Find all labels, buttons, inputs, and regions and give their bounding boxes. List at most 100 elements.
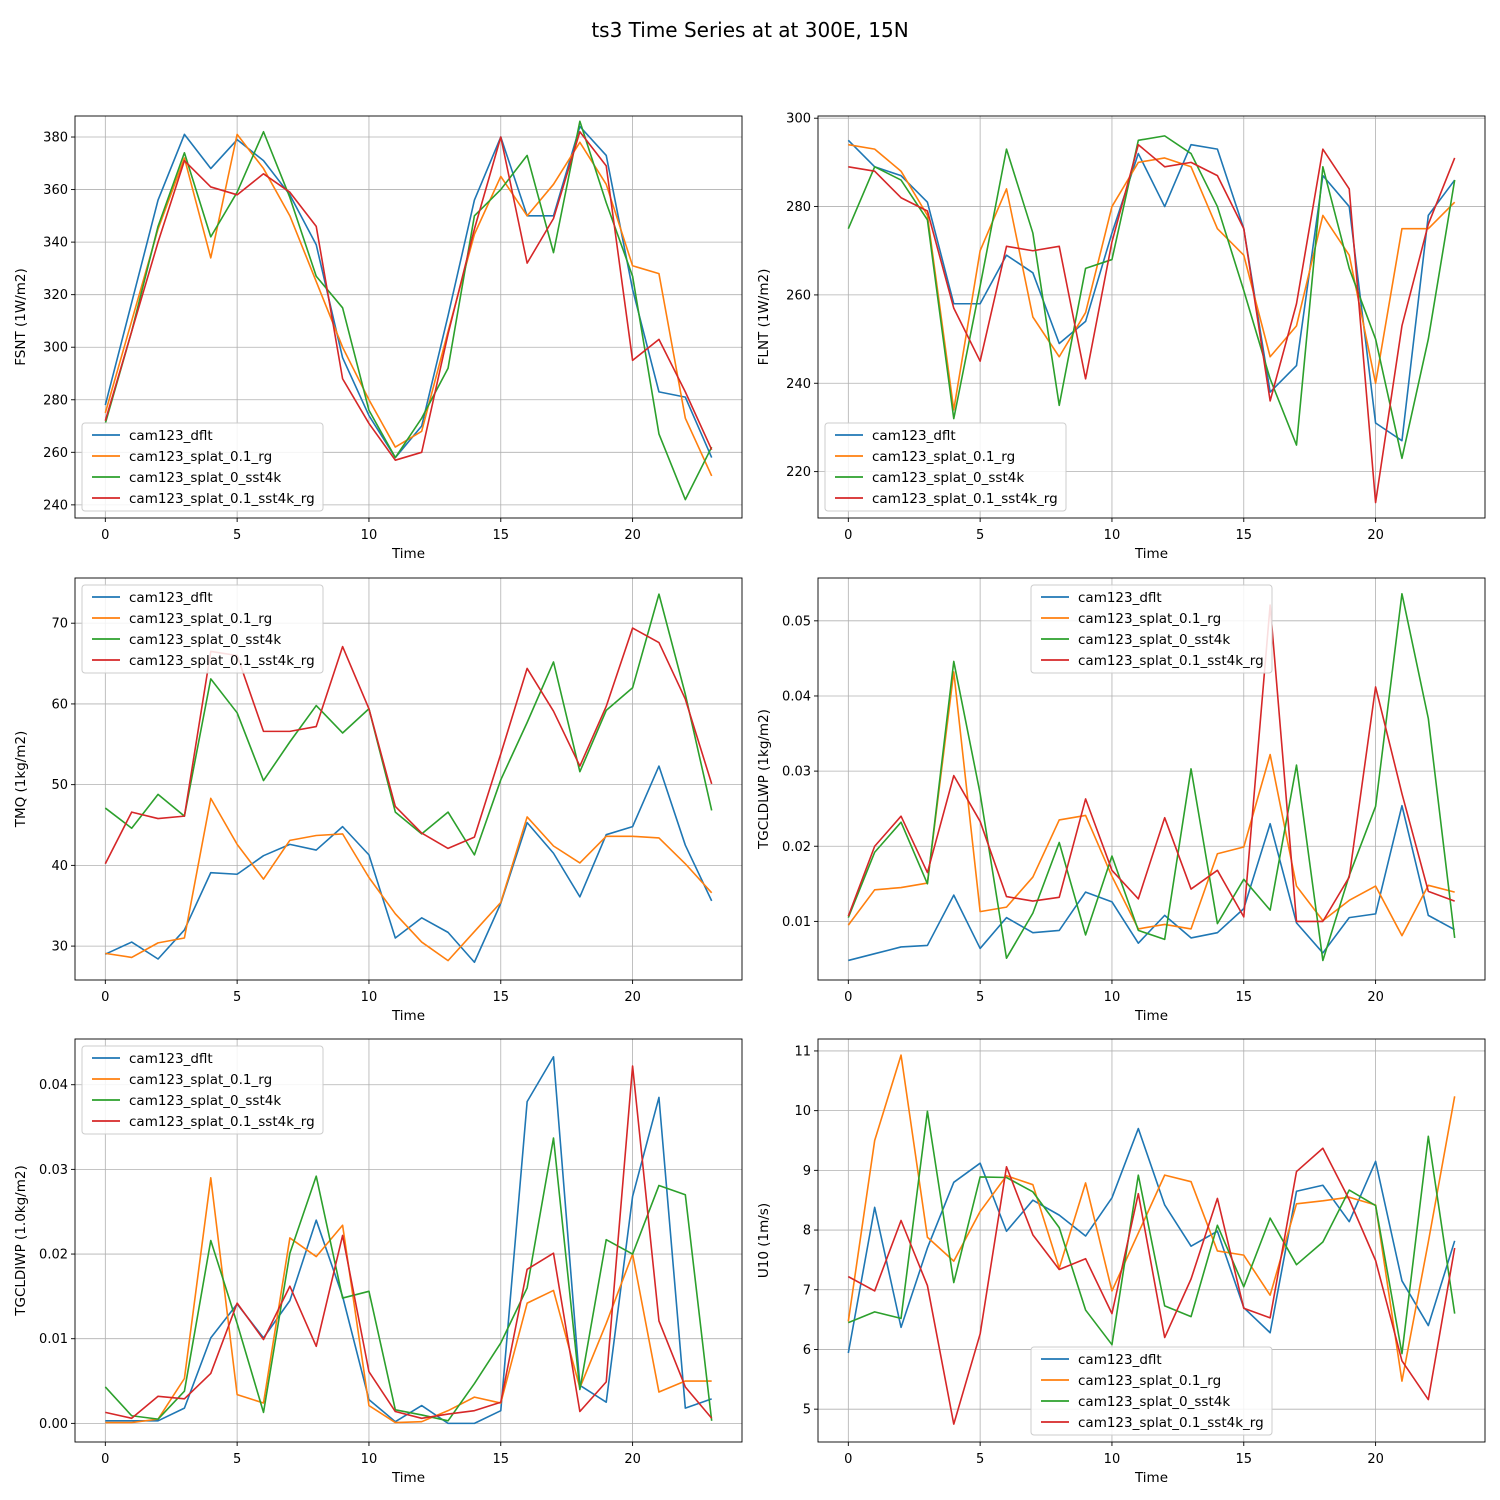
y-tick-label: 40 xyxy=(51,859,68,874)
series-line-cam123_dflt xyxy=(105,1055,712,1425)
x-tick-label: 5 xyxy=(233,528,241,543)
x-tick-label: 15 xyxy=(1235,990,1252,1005)
x-tick-label: 20 xyxy=(1367,528,1384,543)
y-tick-label: 0.03 xyxy=(782,765,811,780)
x-tick-label: 15 xyxy=(492,528,509,543)
axes-frame xyxy=(74,1038,743,1443)
y-tick-label: 0.00 xyxy=(39,1417,68,1432)
x-tick-label: 10 xyxy=(361,1452,378,1467)
x-tick-label: 5 xyxy=(233,990,241,1005)
y-tick-label: 30 xyxy=(51,940,68,955)
x-tick-label: 0 xyxy=(844,990,852,1005)
y-axis-label: TGCLDIWP (1.0kg/m2) xyxy=(13,1165,29,1317)
legend-entry: cam123_dflt xyxy=(129,428,213,444)
x-tick-label: 20 xyxy=(624,528,641,543)
legend-entry: cam123_dflt xyxy=(1078,1352,1162,1368)
y-tick-label: 300 xyxy=(786,112,811,127)
y-tick-label: 0.01 xyxy=(782,915,811,930)
x-tick-label: 10 xyxy=(361,528,378,543)
y-tick-label: 0.04 xyxy=(39,1078,68,1093)
legend: cam123_dflt cam123_splat_0.1_rg cam123_spl… xyxy=(81,1045,324,1135)
y-axis-label: TMQ (1kg/m2) xyxy=(13,731,29,829)
y-tick-label: 7 xyxy=(803,1283,811,1298)
legend-entry: cam123_splat_0.1_sst4k_rg xyxy=(129,491,315,507)
y-tick-label: 380 xyxy=(43,131,68,146)
x-tick-label: 15 xyxy=(492,1452,509,1467)
y-tick-label: 300 xyxy=(43,341,68,356)
x-tick-label: 10 xyxy=(1104,1452,1121,1467)
y-tick-label: 5 xyxy=(803,1403,811,1418)
legend: cam123_dflt cam123_splat_0.1_rg cam123_spl… xyxy=(824,422,1067,512)
y-axis-label: U10 (1m/s) xyxy=(756,1203,772,1278)
legend-entry: cam123_dflt xyxy=(129,590,213,606)
legend-entry: cam123_splat_0_sst4k xyxy=(129,470,281,486)
legend-entry: cam123_splat_0_sst4k xyxy=(129,1093,281,1109)
y-axis-label: FSNT (1W/m2) xyxy=(13,268,29,366)
x-tick-label: 20 xyxy=(1367,1452,1384,1467)
y-tick-label: 0.04 xyxy=(782,689,811,704)
x-tick-label: 0 xyxy=(844,1452,852,1467)
y-tick-label: 280 xyxy=(43,393,68,408)
series-line-cam123_splat_0.1_sst4k_rg xyxy=(847,1147,1456,1425)
series-line-cam123_splat_0.1_sst4k_rg xyxy=(847,604,1455,923)
legend-entry: cam123_splat_0.1_rg xyxy=(872,449,1015,465)
x-tick-label: 5 xyxy=(976,990,984,1005)
axes-frame xyxy=(817,1038,1486,1443)
x-tick-label: 20 xyxy=(624,1452,641,1467)
legend-box xyxy=(1030,1346,1273,1436)
legend-entry: cam123_splat_0.1_rg xyxy=(1078,611,1221,627)
y-tick-label: 10 xyxy=(794,1104,811,1119)
legend-entry: cam123_splat_0.1_sst4k_rg xyxy=(872,491,1058,507)
x-tick-label: 15 xyxy=(492,990,509,1005)
series-line-cam123_splat_0.1_rg xyxy=(848,143,1456,411)
y-tick-label: 50 xyxy=(51,778,68,793)
legend-box xyxy=(1030,584,1273,674)
y-tick-label: 60 xyxy=(51,697,68,712)
x-tick-label: 20 xyxy=(624,990,641,1005)
y-tick-label: 9 xyxy=(803,1164,811,1179)
series-line-cam123_splat_0_sst4k xyxy=(848,1110,1456,1355)
x-tick-label: 5 xyxy=(976,528,984,543)
chart-panel-4: 0 5 10 15 20 0.01 0.02 0.03 0.04 0.05 Time TGCLDLWP… xyxy=(756,577,1486,1024)
legend-entry: cam123_dflt xyxy=(872,428,956,444)
legend: cam123_dflt cam123_splat_0.1_rg cam123_spl… xyxy=(81,422,324,512)
legend-entry: cam123_splat_0.1_sst4k_rg xyxy=(1078,1415,1264,1431)
series-line-cam123_splat_0.1_rg xyxy=(105,1177,712,1424)
y-axis-label: FLNT (1W/m2) xyxy=(756,269,772,366)
x-tick-label: 5 xyxy=(233,1452,241,1467)
x-tick-label: 0 xyxy=(101,1452,109,1467)
y-tick-label: 220 xyxy=(786,465,811,480)
y-tick-label: 340 xyxy=(43,236,68,251)
x-axis-label: Time xyxy=(391,546,425,562)
legend-box xyxy=(824,422,1067,512)
series-line-cam123_splat_0_sst4k xyxy=(104,593,713,856)
series-line-cam123_splat_0.1_rg xyxy=(847,671,1455,937)
chart-panel-3: 0 5 10 15 20 30 40 50 60 70 Time TMQ (1kg/m2) cam123… xyxy=(13,577,743,1024)
series-line-cam123_dflt xyxy=(848,804,1456,962)
legend-entry: cam123_splat_0.1_rg xyxy=(1078,1373,1221,1389)
legend: cam123_dflt cam123_splat_0.1_rg cam123_spl… xyxy=(1030,584,1273,674)
series-line-cam123_dflt xyxy=(104,765,713,964)
figure-title: ts3 Time Series at at 300E, 15N xyxy=(591,18,908,42)
legend: cam123_dflt cam123_splat_0.1_rg cam123_spl… xyxy=(81,584,324,674)
legend-entry: cam123_dflt xyxy=(129,1051,213,1067)
legend-entry: cam123_splat_0_sst4k xyxy=(1078,1394,1230,1410)
x-axis-label: Time xyxy=(1134,1470,1168,1486)
axes-frame xyxy=(817,577,1486,981)
series-line-cam123_splat_0.1_sst4k_rg xyxy=(848,143,1456,504)
legend-entry: cam123_splat_0_sst4k xyxy=(129,632,281,648)
legend-entry: cam123_splat_0.1_sst4k_rg xyxy=(129,653,315,669)
series-line-cam123_splat_0.1_rg xyxy=(105,797,713,962)
chart-panel-2: 0 5 10 15 20 220 240 260 280 300 Time FLNT (1W/m2) c… xyxy=(756,112,1486,562)
legend-entry: cam123_dflt xyxy=(1078,590,1162,606)
legend-box xyxy=(81,422,324,512)
legend-entry: cam123_splat_0.1_rg xyxy=(129,1072,272,1088)
legend-entry: cam123_splat_0.1_rg xyxy=(129,611,272,627)
x-tick-label: 20 xyxy=(1367,990,1384,1005)
y-tick-label: 0.02 xyxy=(782,840,811,855)
x-tick-label: 15 xyxy=(1235,528,1252,543)
y-tick-label: 240 xyxy=(786,377,811,392)
x-axis-label: Time xyxy=(391,1008,425,1024)
y-tick-label: 0.03 xyxy=(39,1163,68,1178)
